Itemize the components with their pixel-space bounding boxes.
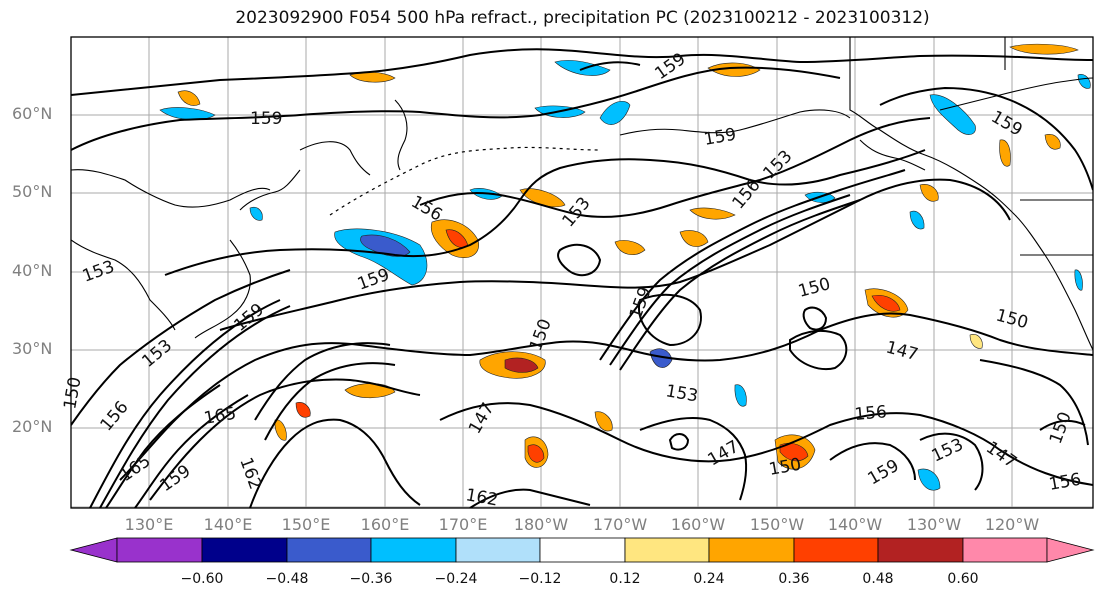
lat-label: 60°N (12, 104, 53, 123)
colorbar-segment (793, 537, 879, 563)
colorbar-segment (624, 537, 710, 563)
colorbar-tick-label: −0.60 (180, 571, 224, 587)
lon-label: 170°E (438, 515, 488, 534)
lon-label: 140°W (827, 515, 883, 534)
contour-label: 159 (250, 109, 282, 129)
lon-label: 150°W (749, 515, 805, 534)
lon-label: 160°W (670, 515, 726, 534)
lon-label: 140°E (203, 515, 253, 534)
colorbar-tick-label: −0.36 (349, 571, 393, 587)
colorbar-tick-label: 0.36 (778, 571, 810, 587)
lon-label: 130°E (124, 515, 174, 534)
jet-contours (71, 169, 906, 508)
colorbar-tick-label: −0.24 (434, 571, 478, 587)
coastlines (71, 37, 1093, 351)
colorbar-segment (370, 537, 457, 563)
colorbar-segment (708, 537, 795, 563)
colorbar-segment (116, 537, 203, 563)
plot-frame (70, 36, 1094, 509)
lat-label: 40°N (12, 261, 53, 280)
height-contours (71, 48, 1093, 508)
colorbar-segment (455, 537, 541, 563)
date-line-islands (329, 146, 601, 216)
colorbar-segment (962, 537, 1048, 563)
colorbar-tick-label: 0.60 (947, 571, 979, 587)
colorbar-tick-label: 0.24 (693, 571, 725, 587)
lon-label: 130°W (906, 515, 962, 534)
lon-label: 120°W (984, 515, 1040, 534)
contour-label: 156 (854, 402, 888, 425)
map-title: 2023092900 F054 500 hPa refract., precip… (235, 8, 930, 28)
colorbar-tick-label: −0.12 (518, 571, 562, 587)
colorbar-segment (1046, 537, 1095, 563)
lat-label: 30°N (12, 339, 53, 358)
colorbar-segment (201, 537, 288, 563)
colorbar-segment (286, 537, 372, 563)
lon-label: 150°E (281, 515, 331, 534)
lat-label: 20°N (12, 417, 53, 436)
colorbar-segment (539, 537, 626, 563)
colorbar (69, 537, 1095, 563)
colorbar-segment (877, 537, 964, 563)
colorbar-tick-label: −0.48 (265, 571, 309, 587)
colorbar-segment (69, 537, 118, 563)
lon-label: 180°W (513, 515, 569, 534)
colorbar-tick-label: 0.12 (609, 571, 641, 587)
colorbar-tick-label: 0.48 (862, 571, 894, 587)
lon-label: 170°W (592, 515, 648, 534)
anomaly-fill (159, 43, 1091, 491)
gridlines (71, 37, 1093, 508)
lon-label: 160°E (360, 515, 410, 534)
lat-label: 50°N (12, 182, 53, 201)
